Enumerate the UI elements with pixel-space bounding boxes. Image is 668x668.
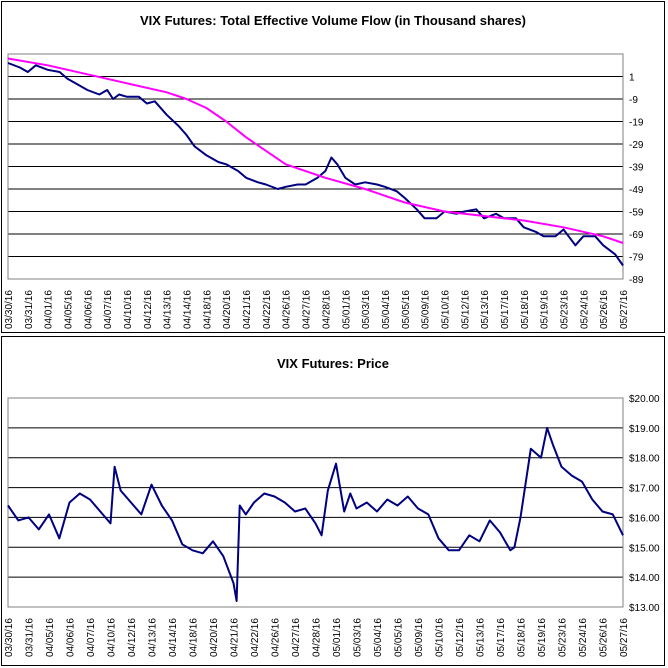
x-tick-label: 03/31/16 [24, 290, 35, 329]
x-tick-label: 05/03/16 [361, 290, 372, 329]
x-tick-label: 04/13/16 [163, 290, 174, 329]
y-tick-label: $17.00 [629, 484, 660, 495]
x-tick-label: 04/28/16 [321, 290, 332, 329]
x-tick-label: 05/17/16 [496, 618, 507, 657]
x-tick-label: 04/20/16 [222, 290, 233, 329]
x-tick-label: 04/06/16 [66, 618, 77, 657]
x-tick-label: 04/22/16 [262, 290, 273, 329]
x-tick-label: 04/18/16 [189, 618, 200, 657]
x-tick-label: 05/04/16 [373, 618, 384, 657]
chart-title: VIX Futures: Price [277, 356, 389, 371]
x-tick-label: 04/10/16 [123, 290, 134, 329]
x-tick-label: 05/18/16 [517, 618, 528, 657]
plot-area [7, 397, 624, 608]
x-tick-label: 03/30/16 [4, 618, 15, 657]
x-tick-label: 04/22/16 [250, 618, 261, 657]
y-tick-label: $19.00 [629, 424, 660, 435]
y-tick-label: $20.00 [629, 394, 660, 405]
y-tick-label: -89 [629, 275, 644, 286]
x-tick-label: 05/03/16 [353, 618, 364, 657]
y-tick-label: $15.00 [629, 543, 660, 554]
x-tick-label: 04/07/16 [86, 618, 97, 657]
x-tick-label: 05/17/16 [500, 290, 511, 329]
x-tick-label: 05/18/16 [520, 290, 531, 329]
volume-flow-chart-panel: VIX Futures: Total Effective Volume Flow… [1, 1, 665, 333]
x-tick-label: 04/27/16 [302, 290, 313, 329]
x-tick-label: 05/01/16 [341, 290, 352, 329]
x-tick-label: 04/05/16 [64, 290, 75, 329]
price-chart-panel: VIX Futures: Price $13.00 $14.00 $15.00 $16… [1, 336, 665, 666]
y-tick-label: -39 [629, 163, 644, 174]
x-tick-label: 03/30/16 [4, 290, 15, 329]
x-tick-label: 04/01/16 [44, 290, 55, 329]
x-tick-label: 04/05/16 [45, 618, 56, 657]
x-tick-label: 04/14/16 [183, 290, 194, 329]
x-tick-label: 05/24/16 [579, 290, 590, 329]
y-tick-label: -79 [629, 253, 644, 264]
x-tick-label: 04/13/16 [148, 618, 159, 657]
series-line-1 [7, 426, 624, 602]
x-tick-label: 05/13/16 [480, 290, 491, 329]
y-tick-label: 1 [629, 73, 635, 84]
x-tick-label: 05/26/16 [599, 290, 610, 329]
chart-title: VIX Futures: Total Effective Volume Flow… [140, 13, 526, 28]
x-tick-label: 05/05/16 [394, 618, 405, 657]
x-tick-label: 04/18/16 [202, 290, 213, 329]
x-tick-label: 05/09/16 [414, 618, 425, 657]
x-tick-label: 05/23/16 [558, 618, 569, 657]
x-tick-label: 04/27/16 [291, 618, 302, 657]
x-tick-label: 05/24/16 [578, 618, 589, 657]
y-tick-label: $16.00 [629, 513, 660, 524]
x-tick-label: 05/19/16 [537, 618, 548, 657]
price-chart: $13.00 $14.00 $15.00 $16.00 $17.00 $18.00 $19.… [4, 394, 660, 657]
x-tick-label: 03/31/16 [25, 618, 36, 657]
x-tick-label: 04/21/16 [230, 618, 241, 657]
series-line-2 [7, 57, 624, 244]
x-tick-label: 05/10/16 [435, 618, 446, 657]
x-tick-label: 05/10/16 [440, 290, 451, 329]
x-tick-label: 05/13/16 [476, 618, 487, 657]
y-tick-label: -69 [629, 230, 644, 241]
y-tick-label: -49 [629, 185, 644, 196]
y-tick-label: $18.00 [629, 454, 660, 465]
x-tick-label: 05/19/16 [540, 290, 551, 329]
x-tick-label: 04/26/16 [282, 290, 293, 329]
x-tick-label: 05/27/16 [619, 618, 630, 657]
x-tick-label: 04/28/16 [312, 618, 323, 657]
x-tick-label: 05/27/16 [619, 290, 630, 329]
x-tick-label: 05/12/16 [460, 290, 471, 329]
x-tick-label: 04/07/16 [103, 290, 114, 329]
x-tick-label: 04/06/16 [83, 290, 94, 329]
y-tick-label: -29 [629, 140, 644, 151]
x-tick-label: 05/23/16 [559, 290, 570, 329]
y-tick-label: $14.00 [629, 573, 660, 584]
plot-area [7, 53, 624, 280]
series-line-1 [7, 62, 624, 267]
x-tick-label: 05/12/16 [455, 618, 466, 657]
x-tick-label: 05/01/16 [332, 618, 343, 657]
x-tick-label: 04/20/16 [209, 618, 220, 657]
x-tick-label: 04/26/16 [271, 618, 282, 657]
x-tick-label: 04/10/16 [107, 618, 118, 657]
x-tick-label: 05/05/16 [401, 290, 412, 329]
volume-flow-chart: 1 -9 -19 -29 -39 -49 -59 -69 -79 -89 03/30/16 03/31… [4, 53, 644, 329]
x-tick-label: 04/14/16 [168, 618, 179, 657]
x-tick-label: 04/21/16 [242, 290, 253, 329]
x-tick-label: 04/12/16 [143, 290, 154, 329]
x-tick-label: 05/26/16 [599, 618, 610, 657]
y-tick-label: -59 [629, 208, 644, 219]
y-tick-label: -9 [629, 95, 638, 106]
x-tick-label: 05/04/16 [381, 290, 392, 329]
y-tick-label: $13.00 [629, 603, 660, 614]
x-tick-label: 05/09/16 [421, 290, 432, 329]
y-tick-label: -19 [629, 118, 644, 129]
x-tick-label: 04/12/16 [127, 618, 138, 657]
